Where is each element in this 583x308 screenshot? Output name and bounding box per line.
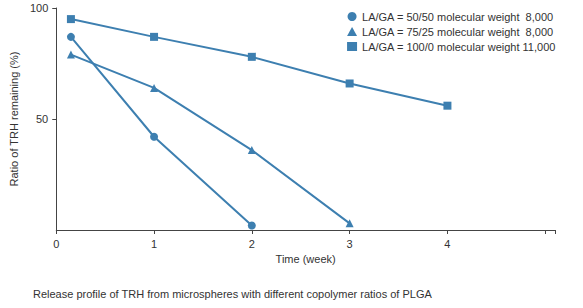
svg-text:Ratio of TRH remaining (%): Ratio of TRH remaining (%) (8, 52, 20, 187)
svg-text:LA/GA = 75/25 molecular weight: LA/GA = 75/25 molecular weight 8,000 (362, 26, 553, 38)
svg-text:50: 50 (36, 113, 48, 125)
svg-text:100: 100 (30, 2, 48, 14)
svg-text:0: 0 (53, 238, 59, 250)
svg-text:3: 3 (347, 238, 353, 250)
svg-text:1: 1 (151, 238, 157, 250)
svg-text:LA/GA = 50/50 molecular weight: LA/GA = 50/50 molecular weight 8,000 (362, 11, 553, 23)
svg-text:Release profile of TRH from mi: Release profile of TRH from microspheres… (33, 288, 432, 300)
svg-text:LA/GA = 100/0 molecular weight: LA/GA = 100/0 molecular weight 11,000 (362, 41, 555, 53)
svg-text:2: 2 (249, 238, 255, 250)
svg-text:Time (week): Time (week) (276, 253, 336, 265)
svg-text:4: 4 (444, 238, 450, 250)
